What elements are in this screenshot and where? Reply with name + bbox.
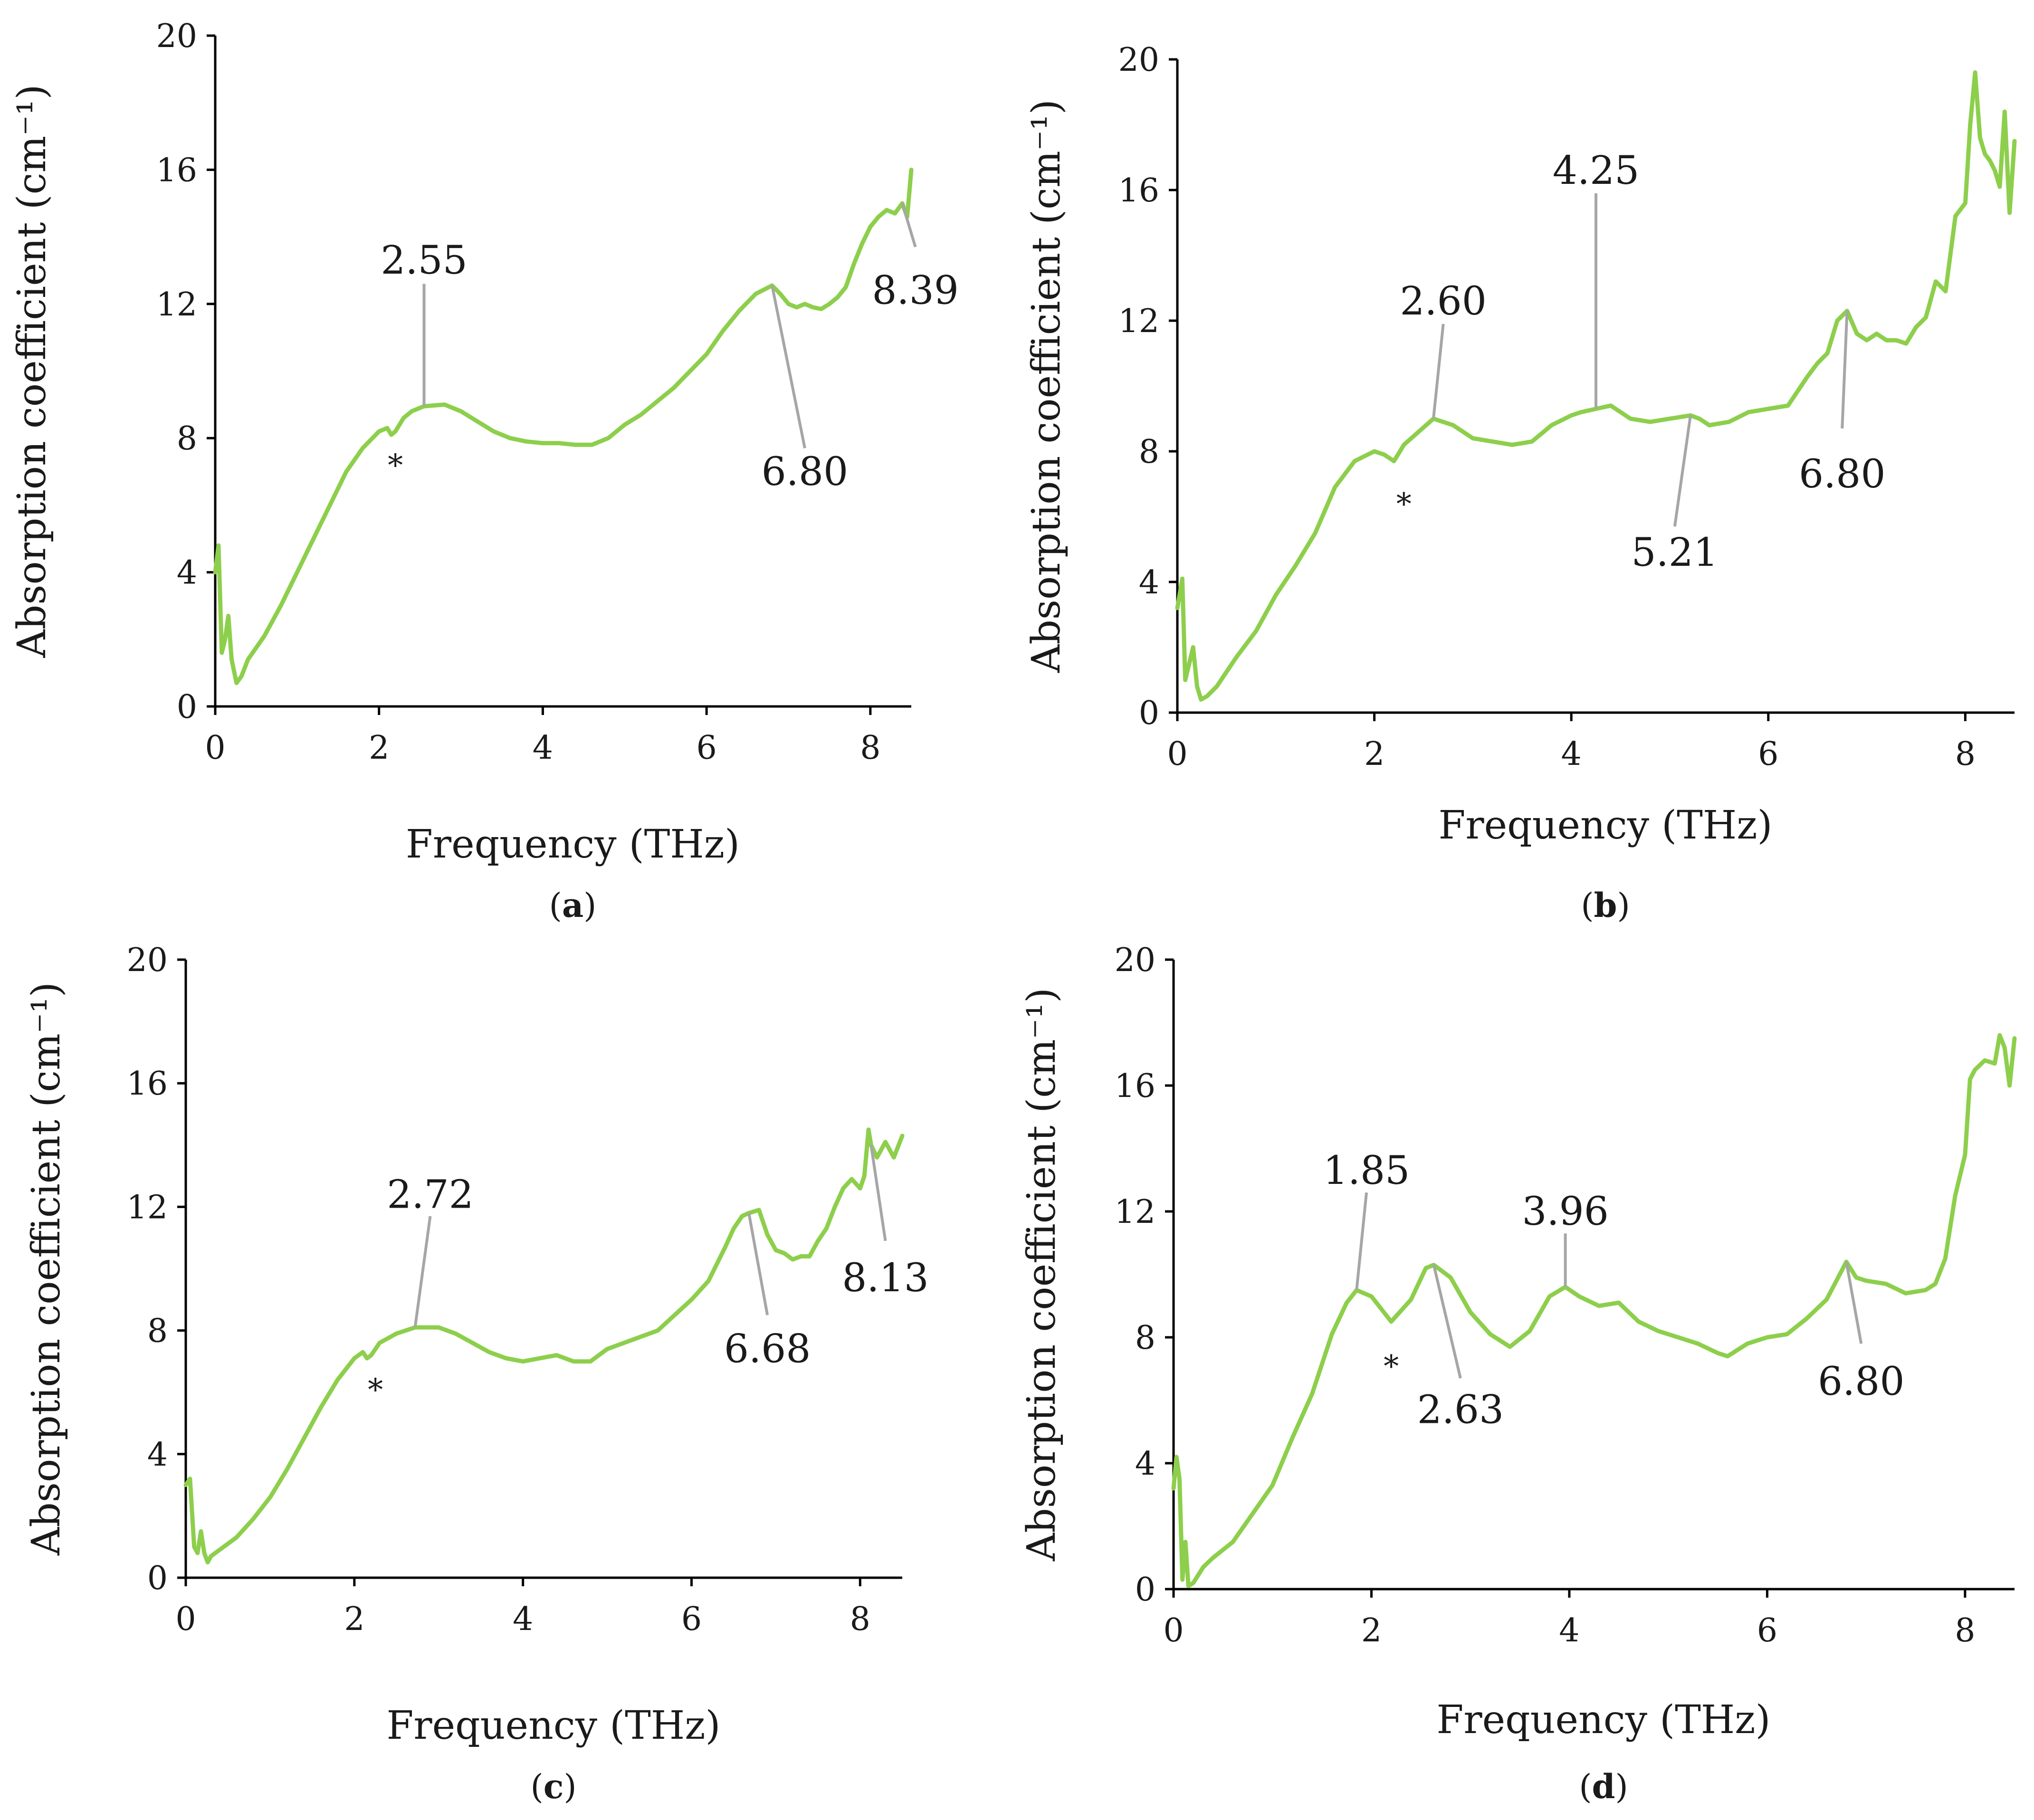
x-axis-title: Frequency (THz) <box>406 822 740 867</box>
series-line-absorption <box>1175 70 2017 702</box>
peak-label: 8.39 <box>872 268 959 314</box>
x-tick-label: 2 <box>344 1601 364 1638</box>
x-tick-label: 6 <box>1758 735 1778 773</box>
x-tick-label: 0 <box>1163 1612 1184 1649</box>
series-line-absorption <box>183 1127 905 1564</box>
x-tick-label: 2 <box>1364 735 1385 773</box>
peak-label: 2.60 <box>1400 279 1487 324</box>
peak-leader-line <box>1845 1261 1863 1344</box>
peak-label: 3.96 <box>1522 1189 1609 1234</box>
y-tick-label: 4 <box>147 1436 168 1474</box>
x-tick-label: 8 <box>860 729 880 767</box>
peak-leader-line <box>413 1216 432 1328</box>
y-tick-label: 16 <box>1118 172 1159 210</box>
x-tick-label: 8 <box>1955 1612 1975 1649</box>
x-tick-label: 0 <box>1167 735 1187 773</box>
peak-label: 4.25 <box>1553 148 1640 193</box>
y-tick-label: 20 <box>1114 942 1155 979</box>
y-tick-label: 0 <box>1139 695 1159 732</box>
y-tick-label: 20 <box>156 18 197 55</box>
peak-leader-line <box>1355 1192 1368 1290</box>
peak-leader-line <box>901 203 917 248</box>
asterisk-marker: * <box>1384 1349 1399 1384</box>
y-tick-label: 16 <box>156 152 197 189</box>
y-tick-label: 16 <box>1114 1067 1155 1105</box>
peak-leader-line <box>1673 415 1692 527</box>
y-tick-label: 4 <box>177 554 197 592</box>
peak-label: 8.13 <box>842 1256 929 1301</box>
peak-label: 2.72 <box>387 1172 474 1217</box>
y-axis-title: Absorption coefficient (cm⁻¹) <box>1024 99 1069 673</box>
x-tick-label: 8 <box>850 1601 870 1638</box>
peak-label: 6.80 <box>1818 1359 1905 1404</box>
y-tick-label: 0 <box>1135 1571 1155 1609</box>
asterisk-marker: * <box>388 448 403 484</box>
panel-label: (d) <box>1579 1767 1628 1806</box>
y-tick-label: 8 <box>1135 1319 1155 1357</box>
panel-label: (b) <box>1581 886 1630 925</box>
series-line-absorption <box>213 167 914 686</box>
y-tick-label: 12 <box>156 286 197 324</box>
chart-panel-b: 0 4 8 12 16 20 0 2 4 6 8 Frequency (THz) Absorption … <box>1024 41 2017 925</box>
series-line-absorption <box>1171 1033 2017 1588</box>
peak-label: 2.63 <box>1417 1387 1504 1432</box>
peak-leader-line <box>747 1212 769 1315</box>
peak-label: 1.85 <box>1323 1148 1410 1193</box>
chart-panel-c: 0 4 8 12 16 20 0 2 4 6 8 Frequency (THz) Absorption … <box>24 942 929 1806</box>
peak-label: 6.68 <box>724 1327 811 1372</box>
x-tick-label: 6 <box>696 729 716 767</box>
y-tick-label: 0 <box>147 1560 168 1597</box>
y-tick-label: 16 <box>126 1065 168 1103</box>
y-axis-title: Absorption coefficient (cm⁻¹) <box>24 982 69 1556</box>
asterisk-marker: * <box>368 1373 383 1408</box>
y-tick-label: 8 <box>177 420 197 457</box>
x-axis-title: Frequency (THz) <box>387 1703 721 1748</box>
x-tick-label: 2 <box>1361 1612 1382 1649</box>
y-tick-label: 4 <box>1139 564 1159 601</box>
peak-leader-line <box>1432 1264 1462 1379</box>
y-tick-label: 20 <box>126 942 168 979</box>
peak-leader-line <box>1432 324 1445 419</box>
peak-leader-line <box>869 1144 887 1241</box>
x-axis-title: Frequency (THz) <box>1439 803 1773 848</box>
peak-label: 6.80 <box>1799 452 1886 497</box>
x-tick-label: 4 <box>1559 1612 1579 1649</box>
chart-panel-a: 0 4 8 12 16 20 0 2 4 6 8 Frequency (THz) Absorption … <box>10 18 959 925</box>
y-axis-title: Absorption coefficient (cm⁻¹) <box>10 85 55 658</box>
peak-label: 6.80 <box>762 449 849 495</box>
chart-panel-d: 0 4 8 12 16 20 0 2 4 6 8 Frequency (THz) Absorption … <box>1019 942 2017 1806</box>
panel-label: (c) <box>530 1767 576 1806</box>
x-tick-label: 0 <box>175 1601 196 1638</box>
x-tick-label: 4 <box>513 1601 533 1638</box>
x-tick-label: 4 <box>533 729 553 767</box>
peak-leader-line <box>771 285 806 448</box>
peak-label: 5.21 <box>1632 530 1719 575</box>
x-tick-label: 6 <box>681 1601 702 1638</box>
x-tick-label: 0 <box>205 729 225 767</box>
x-tick-label: 2 <box>369 729 389 767</box>
peak-leader-line <box>1841 311 1849 429</box>
y-tick-label: 4 <box>1135 1445 1155 1483</box>
panel-label: (a) <box>549 886 597 925</box>
y-tick-label: 12 <box>1118 303 1159 340</box>
x-tick-label: 8 <box>1955 735 1976 773</box>
y-tick-label: 20 <box>1118 41 1159 79</box>
y-tick-label: 0 <box>177 688 197 726</box>
y-tick-label: 12 <box>1114 1193 1155 1231</box>
x-axis-title: Frequency (THz) <box>1437 1697 1771 1743</box>
y-tick-label: 8 <box>147 1313 168 1350</box>
peak-label: 2.55 <box>381 238 468 283</box>
y-tick-label: 8 <box>1139 433 1159 471</box>
asterisk-marker: * <box>1396 487 1412 522</box>
x-tick-label: 4 <box>1561 735 1582 773</box>
y-tick-label: 12 <box>126 1189 168 1226</box>
x-tick-label: 6 <box>1757 1612 1777 1649</box>
y-axis-title: Absorption coefficient (cm⁻¹) <box>1019 988 1064 1562</box>
